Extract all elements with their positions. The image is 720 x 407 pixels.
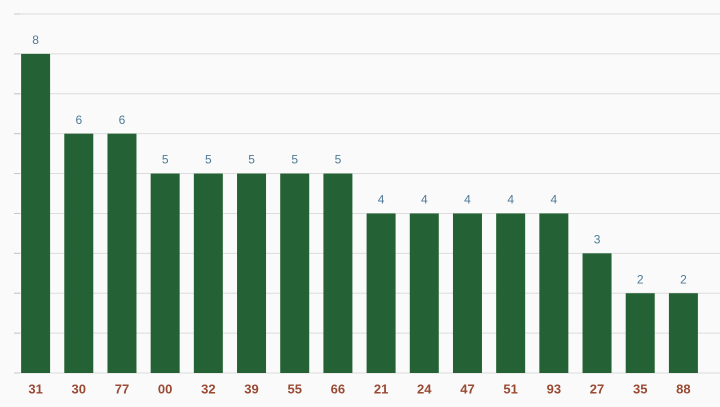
- value-label: 6: [75, 113, 82, 127]
- value-label: 4: [378, 193, 385, 207]
- x-tick-label: 55: [287, 381, 301, 396]
- x-tick-label: 77: [115, 381, 129, 396]
- x-tick-label: 88: [676, 381, 690, 396]
- x-tick-label: 35: [633, 381, 647, 396]
- value-label: 5: [205, 153, 212, 167]
- x-tick-label: 39: [244, 381, 258, 396]
- bar: [237, 173, 267, 373]
- x-tick-label: 66: [331, 381, 345, 396]
- value-label: 8: [32, 33, 39, 47]
- bar: [582, 253, 612, 373]
- bar: [409, 213, 439, 373]
- value-label: 4: [421, 193, 428, 207]
- x-tick-label: 30: [72, 381, 86, 396]
- bar: [107, 133, 137, 373]
- bar: [452, 213, 482, 373]
- bar: [668, 293, 698, 373]
- bar: [625, 293, 655, 373]
- x-tick-label: 31: [28, 381, 42, 396]
- bar: [323, 173, 353, 373]
- value-label: 2: [637, 272, 644, 286]
- x-tick-label: 27: [590, 381, 604, 396]
- x-tick-label: 21: [374, 381, 388, 396]
- value-label: 6: [119, 113, 126, 127]
- x-tick-label: 93: [547, 381, 561, 396]
- value-label: 5: [335, 153, 342, 167]
- bar: [150, 173, 180, 373]
- bar: [64, 133, 94, 373]
- value-label: 4: [464, 193, 471, 207]
- value-label: 5: [162, 153, 169, 167]
- bar: [21, 53, 51, 374]
- x-tick-label: 51: [503, 381, 517, 396]
- bar: [539, 213, 569, 373]
- bar: [496, 213, 526, 373]
- bar: [280, 173, 310, 373]
- x-tick-label: 32: [201, 381, 215, 396]
- x-tick-label: 24: [417, 381, 432, 396]
- value-label: 2: [680, 272, 687, 286]
- value-label: 5: [248, 153, 255, 167]
- value-label: 4: [551, 193, 558, 207]
- bar: [193, 173, 223, 373]
- x-tick-label: 47: [460, 381, 474, 396]
- value-label: 4: [507, 193, 514, 207]
- x-tick-label: 00: [158, 381, 172, 396]
- value-label: 5: [291, 153, 298, 167]
- bar: [366, 213, 396, 373]
- value-label: 3: [594, 233, 601, 247]
